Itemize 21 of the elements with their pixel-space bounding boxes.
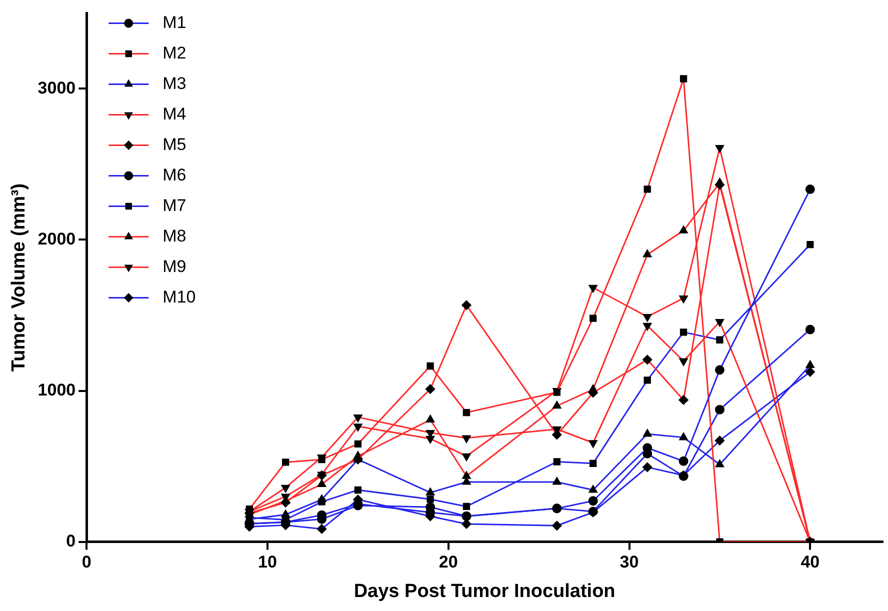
y-tick-label: 2000 (38, 229, 76, 248)
x-tick-label: 20 (438, 552, 458, 572)
y-tick-label: 3000 (38, 78, 76, 98)
legend-label: M2 (162, 43, 186, 62)
legend-label: M4 (162, 104, 186, 124)
y-tick-label: 1000 (38, 380, 76, 400)
legend-label: M8 (162, 226, 186, 246)
legend-label: M5 (162, 134, 186, 154)
legend-label: M6 (162, 165, 186, 184)
legend-label: M10 (162, 287, 196, 306)
legend-label: M3 (162, 74, 186, 93)
x-tick-label: 40 (800, 552, 820, 572)
x-tick-label: 0 (82, 552, 92, 572)
legend-label: M1 (162, 12, 186, 32)
x-tick-label: 10 (258, 552, 277, 572)
x-axis-title: Days Post Tumor Inoculation (354, 580, 616, 602)
legend-label: M9 (162, 256, 186, 276)
x-tick-label: 30 (620, 552, 639, 572)
y-axis-title: Tumor Volume (mm³) (8, 183, 30, 372)
y-tick-label: 0 (66, 531, 76, 550)
legend-label: M7 (162, 196, 186, 215)
